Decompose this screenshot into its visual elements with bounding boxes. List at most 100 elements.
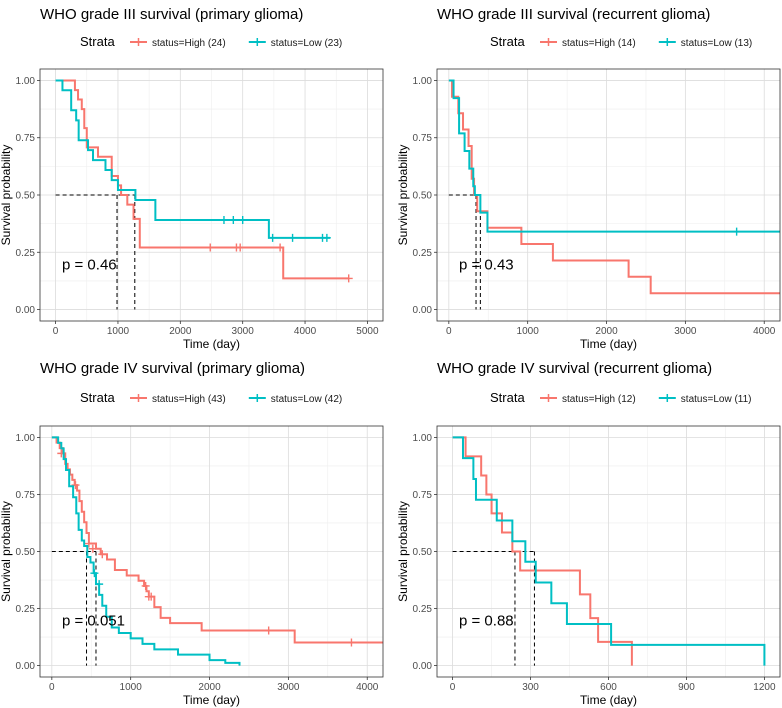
y-tick-label: 0.75 bbox=[16, 133, 36, 144]
p-value: p = 0.051 bbox=[62, 613, 125, 630]
censor-mark-high bbox=[347, 638, 356, 647]
x-tick-label: 1000 bbox=[120, 682, 143, 693]
y-tick-label: 0.00 bbox=[413, 661, 433, 672]
x-tick-label: 4000 bbox=[294, 326, 317, 337]
y-tick-label: 0.75 bbox=[413, 133, 433, 144]
x-tick-label: 0 bbox=[450, 682, 456, 693]
x-tick-label: 600 bbox=[600, 682, 617, 693]
legend-title: Strata bbox=[80, 390, 115, 405]
survival-curve-low bbox=[448, 79, 780, 233]
x-tick-label: 1200 bbox=[753, 682, 776, 693]
panel-1: WHO grade III survival (primary glioma) S… bbox=[0, 6, 384, 351]
y-tick-label: 1.00 bbox=[413, 76, 433, 87]
legend-label-2: status=Low (23) bbox=[271, 38, 342, 49]
gridlines bbox=[437, 426, 780, 677]
y-tick-label: 0.00 bbox=[16, 661, 36, 672]
survival-curve-low bbox=[55, 79, 330, 239]
legend-label-1: status=High (12) bbox=[562, 394, 636, 405]
series-2-low bbox=[448, 79, 780, 236]
censor-mark-low bbox=[268, 233, 277, 242]
legend-label-1: status=High (43) bbox=[152, 394, 226, 405]
censor-mark-high bbox=[276, 243, 285, 252]
y-axis-label: Survival probability bbox=[396, 501, 410, 602]
censor-mark-high bbox=[71, 481, 80, 490]
x-tick-label: 3000 bbox=[277, 682, 300, 693]
p-value: p = 0.46 bbox=[62, 256, 117, 273]
y-tick-label: 0.00 bbox=[413, 305, 433, 316]
censor-mark-high bbox=[206, 243, 215, 252]
y-tick-label: 0.75 bbox=[413, 490, 433, 501]
panel-2: WHO grade III survival (recurrent glioma… bbox=[396, 6, 781, 351]
legend-title: Strata bbox=[490, 34, 525, 49]
censor-mark-low bbox=[238, 215, 247, 224]
censor-mark-high bbox=[84, 539, 93, 548]
y-tick-label: 0.25 bbox=[16, 248, 36, 259]
x-tick-label: 4000 bbox=[753, 326, 776, 337]
x-tick-label: 2000 bbox=[198, 682, 221, 693]
censor-mark-high bbox=[264, 626, 273, 635]
x-tick-label: 5000 bbox=[356, 326, 379, 337]
survival-curve-low bbox=[452, 436, 766, 666]
x-tick-label: 0 bbox=[49, 682, 55, 693]
legend-label-2: status=Low (13) bbox=[681, 38, 752, 49]
y-tick-label: 0.25 bbox=[413, 604, 433, 615]
legend-label-1: status=High (14) bbox=[562, 38, 636, 49]
censor-mark-high bbox=[344, 274, 353, 283]
series-1-high bbox=[51, 436, 383, 647]
y-tick-label: 0.75 bbox=[16, 490, 36, 501]
y-axis-label: Survival probability bbox=[0, 501, 13, 602]
x-tick-label: 3000 bbox=[674, 326, 697, 337]
y-tick-label: 0.50 bbox=[413, 191, 433, 202]
y-tick-label: 0.25 bbox=[413, 248, 433, 259]
x-tick-label: 1000 bbox=[107, 326, 130, 337]
x-tick-label: 900 bbox=[678, 682, 695, 693]
chart-title: WHO grade IV survival (primary glioma) bbox=[40, 360, 305, 377]
y-tick-label: 1.00 bbox=[16, 433, 36, 444]
y-tick-label: 0.00 bbox=[16, 305, 36, 316]
median-lines bbox=[51, 551, 97, 666]
y-tick-label: 1.00 bbox=[16, 76, 36, 87]
plot-border bbox=[436, 68, 781, 322]
panel-4: WHO grade IV survival (recurrent glioma)… bbox=[396, 360, 781, 707]
y-tick-label: 0.50 bbox=[413, 547, 433, 558]
censor-mark-low bbox=[90, 569, 99, 578]
plot-border bbox=[39, 425, 384, 678]
x-axis-label: Time (day) bbox=[183, 693, 240, 707]
p-value: p = 0.88 bbox=[459, 613, 514, 630]
censor-mark-high bbox=[236, 243, 245, 252]
y-axis-label: Survival probability bbox=[396, 145, 410, 246]
x-tick-label: 0 bbox=[446, 326, 452, 337]
censor-mark-high bbox=[147, 592, 156, 601]
x-tick-label: 300 bbox=[522, 682, 539, 693]
censor-mark-low bbox=[219, 215, 228, 224]
y-tick-label: 0.25 bbox=[16, 604, 36, 615]
x-axis-label: Time (day) bbox=[580, 337, 637, 351]
censor-mark-low bbox=[229, 215, 238, 224]
x-tick-label: 3000 bbox=[232, 326, 255, 337]
censor-mark-high bbox=[88, 544, 97, 553]
legend-label-2: status=Low (42) bbox=[271, 394, 342, 405]
x-axis-label: Time (day) bbox=[580, 693, 637, 707]
censor-mark-low bbox=[322, 233, 331, 242]
panel-3: WHO grade IV survival (primary glioma) St… bbox=[0, 360, 384, 707]
gridlines bbox=[437, 69, 780, 321]
censor-mark-low bbox=[288, 233, 297, 242]
x-tick-label: 2000 bbox=[595, 326, 618, 337]
censor-mark-low bbox=[732, 227, 741, 236]
series-1-high bbox=[55, 79, 353, 283]
y-tick-label: 0.50 bbox=[16, 191, 36, 202]
median-lines bbox=[452, 551, 535, 666]
legend-title: Strata bbox=[490, 390, 525, 405]
y-axis-label: Survival probability bbox=[0, 145, 13, 246]
plot-border bbox=[39, 68, 384, 322]
series-2-low bbox=[452, 436, 766, 666]
plot-border bbox=[436, 425, 781, 678]
x-axis-label: Time (day) bbox=[183, 337, 240, 351]
censor-mark-low bbox=[95, 580, 104, 589]
median-lines bbox=[448, 194, 481, 310]
survival-curve-high bbox=[55, 79, 349, 280]
censor-mark-high bbox=[141, 581, 150, 590]
x-tick-label: 0 bbox=[53, 326, 59, 337]
x-tick-label: 1000 bbox=[517, 326, 540, 337]
